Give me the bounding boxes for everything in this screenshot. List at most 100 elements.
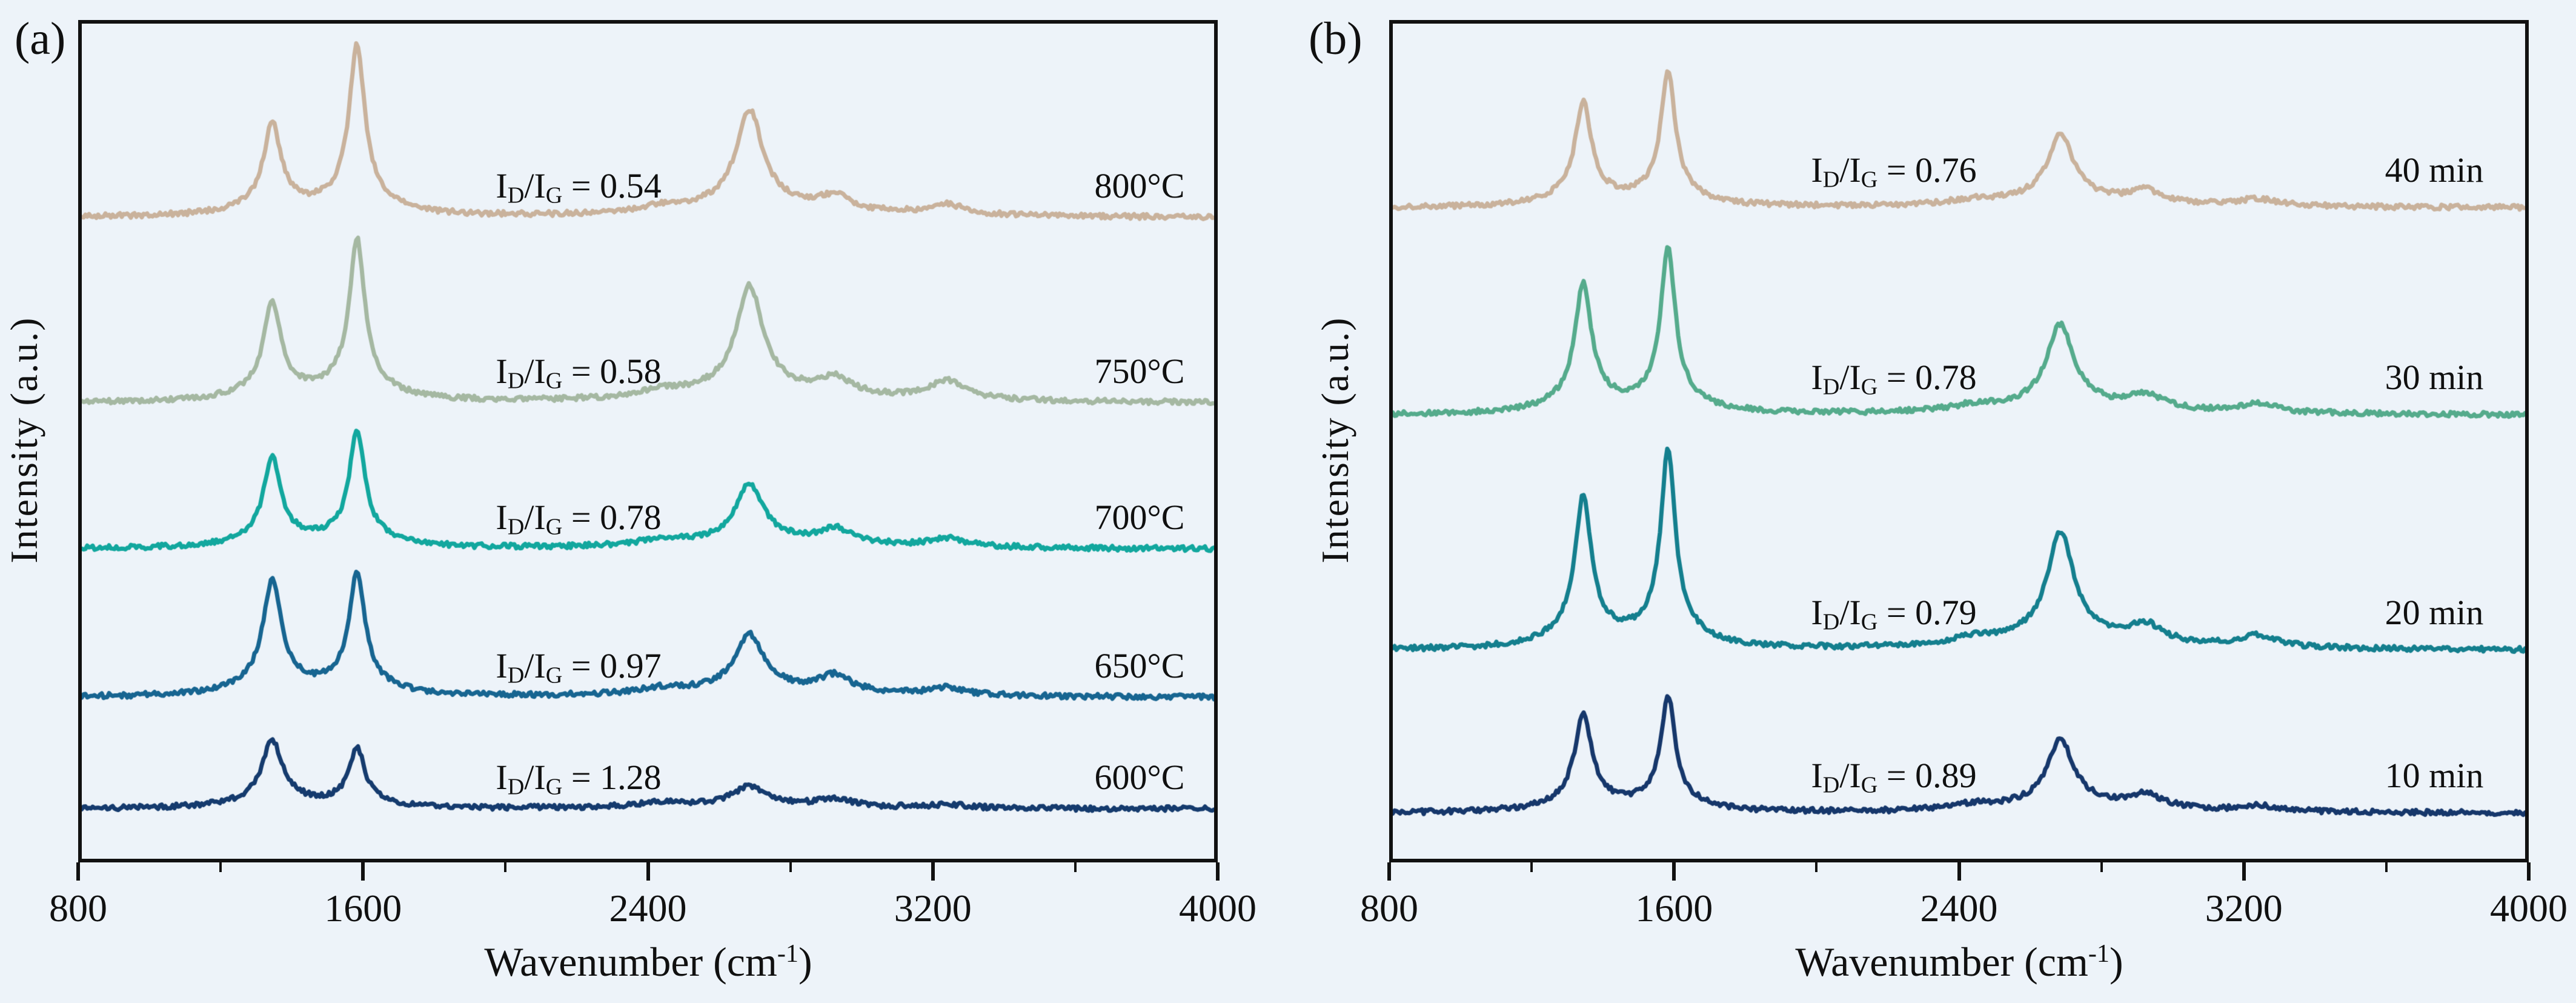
ratio-sub-g: G (545, 514, 563, 540)
x-axis-major-tick (2527, 862, 2531, 881)
condition-label-30min: 30 min (2385, 358, 2484, 397)
ratio-text: I (1811, 593, 1823, 632)
ratio-text: I (1811, 756, 1823, 795)
panel-b-y-axis-title: Intensity (a.u.) (1313, 316, 1356, 564)
ratio-text: /I (524, 352, 546, 391)
ratio-text: /I (524, 166, 546, 205)
x-axis-major-tick (76, 862, 80, 881)
panel-a-letter: (a) (15, 13, 66, 64)
ratio-text: /I (1839, 593, 1861, 632)
ratio-text: = (1877, 593, 1916, 632)
ratio-sub-g: G (545, 774, 563, 800)
x-axis-tick-label: 4000 (2490, 887, 2568, 930)
x-title-text: ) (2110, 939, 2123, 985)
x-title-text: ) (798, 939, 812, 985)
x-title-text: Wavenumber (cm (1795, 939, 2088, 985)
ratio-sub-d: D (507, 368, 525, 394)
ratio-text: = (1877, 150, 1916, 190)
ratio-value: 0.89 (1915, 756, 1977, 795)
ratio-sub-d: D (507, 662, 525, 688)
panel-a-spectra-canvas (82, 24, 1214, 859)
ratio-text: = (1877, 358, 1916, 397)
x-axis-major-tick (931, 862, 935, 881)
panel-a-y-axis-title: Intensity (a.u.) (2, 316, 45, 564)
condition-label-750c: 750°C (1094, 352, 1185, 391)
ratio-text: I (496, 646, 508, 685)
ratio-sub-g: G (545, 368, 563, 394)
x-axis-tick-label: 4000 (1179, 887, 1256, 930)
x-axis-minor-tick (504, 862, 507, 872)
panel-b-plot-frame (1389, 20, 2529, 862)
x-axis-minor-tick (2100, 862, 2103, 872)
ratio-value: 0.76 (1915, 150, 1977, 190)
ratio-sub-d: D (1822, 167, 1840, 193)
ratio-text: = (562, 352, 600, 391)
ratio-sub-g: G (1861, 167, 1878, 193)
ratio-value: 0.78 (1915, 358, 1977, 397)
ratio-sub-d: D (507, 514, 525, 540)
ratio-text: /I (524, 498, 546, 537)
ratio-label-650c: ID/IG = 0.97 (496, 648, 661, 687)
ratio-text: = (562, 166, 600, 205)
x-axis-tick-label: 3200 (894, 887, 972, 930)
x-axis-minor-tick (1815, 862, 1818, 872)
x-axis-minor-tick (2385, 862, 2388, 872)
ratio-value: 0.78 (600, 498, 662, 537)
ratio-sub-d: D (507, 182, 525, 208)
ratio-text: /I (524, 758, 546, 797)
panel-b-x-axis-title: Wavenumber (cm-1) (1795, 938, 2123, 986)
condition-label-600c: 600°C (1094, 758, 1185, 797)
x-title-sup: -1 (777, 939, 799, 968)
condition-label-650c: 650°C (1094, 646, 1185, 685)
ratio-text: I (1811, 358, 1823, 397)
ratio-label-40min: ID/IG = 0.76 (1811, 153, 1976, 192)
ratio-label-30min: ID/IG = 0.78 (1811, 360, 1976, 399)
x-axis-tick-label: 800 (1360, 887, 1418, 930)
ratio-sub-g: G (545, 662, 563, 688)
ratio-label-750c: ID/IG = 0.58 (496, 354, 661, 393)
x-axis-major-tick (2242, 862, 2246, 881)
x-axis-major-tick (361, 862, 365, 881)
ratio-sub-d: D (507, 774, 525, 800)
x-axis-tick-label: 3200 (2205, 887, 2283, 930)
panel-b-letter: (b) (1309, 13, 1363, 64)
ratio-sub-g: G (545, 182, 563, 208)
condition-label-800c: 800°C (1094, 166, 1185, 205)
ratio-text: I (496, 166, 508, 205)
x-axis-tick-label: 2400 (1920, 887, 1998, 930)
ratio-text: = (562, 646, 600, 685)
ratio-sub-g: G (1861, 609, 1878, 635)
x-axis-minor-tick (219, 862, 222, 872)
ratio-text: I (496, 498, 508, 537)
x-axis-major-tick (1957, 862, 1961, 881)
x-axis-minor-tick (789, 862, 792, 872)
condition-label-20min: 20 min (2385, 593, 2484, 632)
panel-b-spectra-canvas (1393, 24, 2525, 859)
ratio-label-800c: ID/IG = 0.54 (496, 168, 661, 207)
x-axis-tick-label: 1600 (324, 887, 402, 930)
condition-label-700c: 700°C (1094, 498, 1185, 537)
ratio-text: /I (1839, 756, 1861, 795)
ratio-text: I (496, 352, 508, 391)
x-title-text: Wavenumber (cm (484, 939, 777, 985)
ratio-sub-d: D (1822, 772, 1840, 798)
x-axis-major-tick (1672, 862, 1676, 881)
ratio-text: = (562, 498, 600, 537)
ratio-text: I (1811, 150, 1823, 190)
ratio-text: = (1877, 756, 1916, 795)
ratio-sub-d: D (1822, 609, 1840, 635)
ratio-text: = (562, 758, 600, 797)
x-axis-major-tick (1387, 862, 1391, 881)
ratio-text: /I (1839, 358, 1861, 397)
ratio-value: 0.97 (600, 646, 662, 685)
ratio-label-600c: ID/IG = 1.28 (496, 760, 661, 799)
ratio-sub-g: G (1861, 772, 1878, 798)
x-axis-major-tick (646, 862, 650, 881)
x-axis-major-tick (1216, 862, 1220, 881)
x-axis-minor-tick (1074, 862, 1077, 872)
ratio-sub-g: G (1861, 374, 1878, 400)
ratio-value: 1.28 (600, 758, 662, 797)
ratio-text: /I (1839, 150, 1861, 190)
ratio-value: 0.79 (1915, 593, 1977, 632)
